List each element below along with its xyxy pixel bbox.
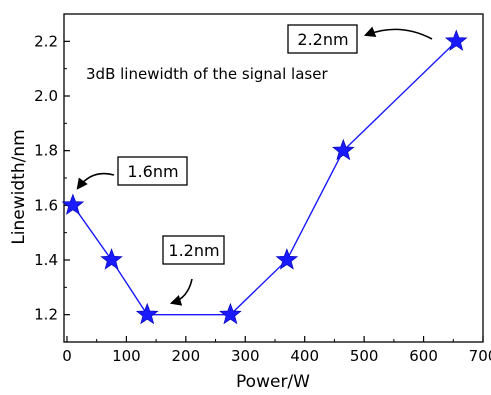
data-point-star bbox=[444, 29, 468, 51]
annotation-arrow bbox=[363, 26, 433, 40]
y-tick-label: 1.6 bbox=[34, 196, 58, 214]
data-point-star bbox=[332, 138, 355, 161]
data-point-star bbox=[135, 302, 159, 325]
x-tick-label: 400 bbox=[290, 347, 319, 365]
x-tick-label: 300 bbox=[231, 347, 260, 365]
annotation-box bbox=[117, 156, 188, 186]
y-axis-ticks: 1.2 1.4 1.6 1.8 2.0 2.2 bbox=[34, 32, 70, 324]
x-tick-label: 200 bbox=[172, 347, 201, 365]
x-tick-label: 500 bbox=[350, 347, 379, 365]
annotation-box bbox=[162, 235, 225, 265]
y-tick-label: 1.4 bbox=[34, 251, 58, 269]
annotation-box bbox=[287, 24, 358, 54]
x-tick-label: 0 bbox=[62, 347, 72, 365]
annotation-label: 1.2nm bbox=[168, 241, 219, 260]
annotation-layer: 1.6nm 1.2nm 2.2nm bbox=[76, 24, 433, 306]
x-tick-label: 600 bbox=[409, 347, 438, 365]
data-point-star bbox=[219, 302, 242, 325]
y-tick-label: 2.0 bbox=[34, 87, 58, 105]
y-tick-label: 2.2 bbox=[34, 32, 58, 50]
y-tick-label: 1.8 bbox=[34, 142, 58, 160]
annotation-label: 2.2nm bbox=[297, 30, 348, 49]
x-axis-label: Power/W bbox=[236, 372, 310, 392]
y-tick-label: 1.2 bbox=[34, 306, 58, 324]
x-tick-label: 100 bbox=[112, 347, 141, 365]
data-point-star bbox=[61, 193, 85, 215]
annotation-label: 1.6nm bbox=[127, 162, 178, 181]
chart-title: 3dB linewidth of the signal laser bbox=[86, 65, 328, 83]
data-point-star bbox=[100, 248, 123, 270]
y-axis-label: Linewidth/nm bbox=[9, 129, 29, 244]
annotation-arrow bbox=[76, 172, 115, 190]
x-axis-ticks: 0 100 200 300 400 500 600 700 bbox=[62, 336, 491, 365]
data-point-star bbox=[275, 248, 299, 270]
x-tick-label: 700 bbox=[469, 347, 491, 365]
series-layer bbox=[61, 29, 468, 325]
annotation-arrow bbox=[169, 278, 193, 306]
